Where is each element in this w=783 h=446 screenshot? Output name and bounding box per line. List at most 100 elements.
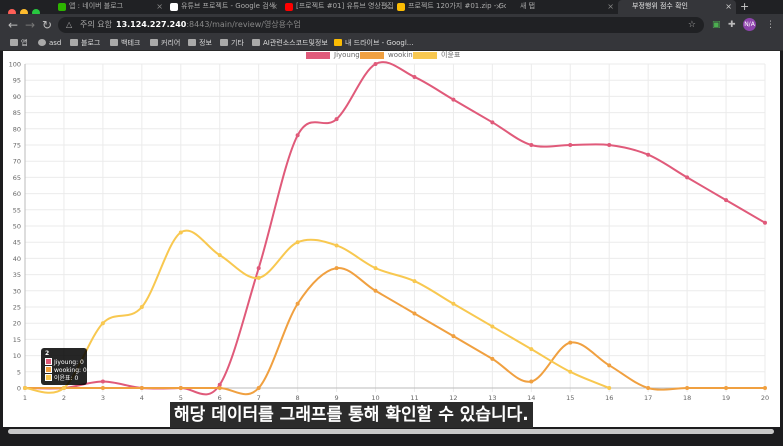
tooltip-title: 2: [45, 350, 50, 357]
tab-naver-blog[interactable]: 앱 : 네이버 블로그 ×: [55, 0, 167, 14]
url-path: :8443/main/review/영상용수업: [186, 20, 301, 29]
back-arrow-icon[interactable]: ←: [8, 18, 19, 32]
bookmark-info[interactable]: 정보: [188, 36, 212, 50]
bookmark-apps[interactable]: 앱: [10, 36, 27, 50]
security-label[interactable]: 주의 요함: [80, 20, 112, 29]
y-tick-label: 85: [13, 109, 21, 117]
x-tick-label: 20: [761, 394, 769, 401]
horizontal-scrollbar[interactable]: [8, 429, 774, 434]
data-point: [607, 363, 612, 368]
tab-active[interactable]: 부정행위 점수 확인 ×: [618, 0, 736, 14]
reload-icon[interactable]: ↻: [42, 18, 53, 32]
minimize-window-icon[interactable]: [20, 9, 28, 17]
bookmark-backtech[interactable]: 백테크: [110, 36, 140, 50]
close-tab-icon[interactable]: ×: [271, 2, 278, 11]
tab-google-search[interactable]: 유튜브 프로젝트 - Google 검색 ×: [167, 0, 282, 14]
bookmark-etc[interactable]: 기타: [220, 36, 244, 50]
y-tick-label: 20: [13, 320, 21, 328]
data-point: [23, 386, 27, 390]
data-point: [451, 301, 456, 306]
zoom-window-icon[interactable]: [32, 9, 40, 17]
tooltip-row: Jiyoung: 0: [45, 358, 84, 366]
globe-icon: [38, 39, 46, 46]
new-tab-button[interactable]: +: [740, 0, 750, 13]
data-point: [724, 198, 729, 203]
bookmark-asd[interactable]: asd: [38, 36, 61, 50]
data-point: [529, 347, 534, 352]
data-point: [373, 62, 378, 66]
x-tick-label: 19: [722, 394, 730, 401]
data-point: [178, 386, 183, 390]
legend-swatch: [360, 52, 384, 59]
bookmark-label: 내 드라이브 - Googl...: [345, 39, 414, 47]
x-tick-label: 12: [449, 394, 457, 401]
bookmark-drive[interactable]: 내 드라이브 - Googl...: [334, 36, 413, 50]
window-controls[interactable]: [8, 2, 44, 21]
x-tick-label: 15: [566, 394, 574, 401]
x-tick-label: 11: [410, 394, 418, 401]
data-point: [139, 305, 144, 309]
data-point: [490, 356, 495, 361]
data-point: [373, 288, 378, 293]
url-text[interactable]: 13.124.227.240:8443/main/review/영상용수업: [116, 17, 301, 33]
address-bar[interactable]: △ 주의 요함 13.124.227.240:8443/main/review/…: [58, 17, 704, 33]
y-tick-label: 60: [13, 190, 21, 198]
warning-icon[interactable]: △: [66, 20, 73, 29]
close-tab-icon[interactable]: ×: [495, 2, 502, 11]
y-tick-label: 65: [13, 174, 21, 182]
bookmark-ai[interactable]: AI관련소스코드및정보: [252, 36, 328, 50]
bookmark-blog[interactable]: 블로그: [70, 36, 100, 50]
tab-label: 부정행위 점수 확인: [632, 2, 688, 10]
bookmark-label: 커리어: [161, 39, 181, 47]
data-point: [646, 152, 651, 157]
series-line-1: [24, 267, 765, 396]
close-tab-icon[interactable]: ×: [607, 2, 614, 11]
new-tab-icon: [509, 3, 517, 11]
line-chart: 0510152025303540455055606570758085909510…: [9, 61, 770, 402]
data-point: [763, 386, 767, 390]
x-tick-label: 3: [101, 394, 105, 401]
bookmark-career[interactable]: 커리어: [150, 36, 180, 50]
y-tick-label: 55: [13, 206, 21, 214]
tooltip-text: 이윤표: 0: [54, 375, 79, 382]
close-tab-icon[interactable]: ×: [383, 2, 390, 11]
x-tick-label: 6: [218, 394, 222, 401]
y-tick-label: 30: [13, 287, 21, 295]
puzzle-icon[interactable]: ✚: [728, 20, 736, 30]
tooltip-row: wooking: 0: [45, 366, 87, 374]
close-tab-icon[interactable]: ×: [156, 2, 163, 11]
tab-new-tab[interactable]: 새 탭 ×: [506, 0, 618, 14]
data-point: [529, 379, 534, 384]
menu-kebab-icon[interactable]: ⋮: [766, 20, 775, 30]
y-tick-label: 10: [13, 352, 21, 360]
legend-label: wooking: [388, 51, 418, 59]
data-point: [61, 386, 66, 390]
data-point: [490, 120, 495, 125]
tab-google-drive[interactable]: 프로젝트 120가지 #01.zip - Go ×: [394, 0, 506, 14]
bookmarks-bar: 앱 asd 블로그 백테크 커리어 정보 기타 AI관련소스코드및정보 내 드라…: [0, 36, 783, 51]
forward-arrow-icon[interactable]: →: [25, 18, 36, 32]
y-tick-label: 25: [13, 304, 21, 312]
google-icon: [170, 3, 178, 11]
tooltip-row: 이윤표: 0: [45, 374, 78, 382]
close-window-icon[interactable]: [8, 9, 16, 17]
data-point: [451, 97, 456, 102]
page-icon: [621, 3, 629, 11]
data-point: [295, 301, 300, 306]
legend-label: Jiyoung: [334, 51, 360, 59]
tab-youtube[interactable]: [프로젝트 #01] 유튜브 영상편집 ×: [282, 0, 394, 14]
video-caption: 해당 데이터를 그래프를 통해 확인할 수 있습니다.: [170, 402, 533, 428]
youtube-icon: [285, 3, 293, 11]
legend-swatch: [306, 52, 330, 59]
close-tab-icon[interactable]: ×: [725, 2, 732, 11]
bookmark-label: 백테크: [121, 39, 141, 47]
y-tick-label: 75: [13, 142, 21, 150]
tab-label: [프로젝트 #01] 유튜브 영상편집: [296, 2, 394, 10]
data-point: [100, 321, 105, 326]
avatar[interactable]: N/A: [743, 18, 756, 31]
bookmark-star-icon[interactable]: ☆: [687, 20, 696, 30]
folder-icon: [220, 39, 228, 46]
data-point: [646, 386, 651, 390]
data-point: [256, 386, 261, 390]
extension-icon[interactable]: ▣: [712, 20, 721, 30]
